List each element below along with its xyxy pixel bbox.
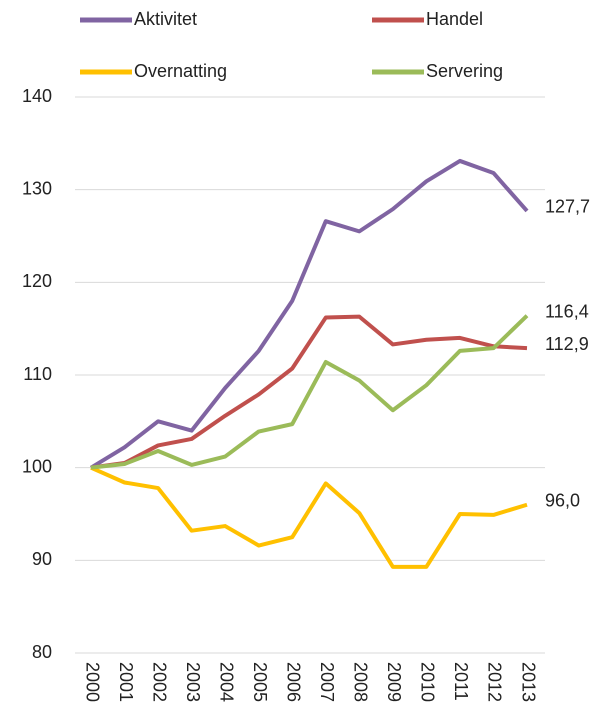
y-tick-label: 140	[22, 86, 52, 106]
x-tick-label: 2010	[418, 662, 438, 702]
x-tick-label: 2006	[283, 662, 303, 702]
x-tick-label: 2004	[216, 662, 236, 702]
legend-label: Overnatting	[134, 61, 227, 81]
x-tick-label: 2012	[485, 662, 505, 702]
y-tick-label: 110	[23, 364, 52, 384]
series-line	[90, 465, 528, 569]
x-tick-label: 2000	[82, 662, 102, 702]
y-tick-label: 120	[22, 271, 52, 291]
x-tick-label: 2005	[250, 662, 270, 702]
y-tick-label: 80	[32, 642, 52, 662]
x-tick-label: 2008	[351, 662, 371, 702]
series-line	[90, 314, 528, 470]
y-tick-label: 130	[22, 178, 52, 198]
data-label: 96,0	[545, 490, 580, 510]
x-tick-label: 2011	[451, 662, 471, 701]
legend-label: Handel	[426, 9, 483, 29]
x-tick-label: 2007	[317, 662, 337, 702]
x-tick-label: 2009	[384, 662, 404, 702]
data-label: 127,7	[545, 197, 590, 217]
legend-label: Aktivitet	[134, 9, 197, 29]
series-line	[90, 314, 529, 470]
data-label: 116,4	[545, 301, 589, 321]
x-tick-label: 2003	[183, 662, 203, 702]
legend-label: Servering	[426, 61, 503, 81]
y-tick-label: 100	[22, 456, 52, 476]
x-tick-label: 2002	[149, 662, 169, 702]
series-line	[89, 158, 529, 470]
x-tick-label: 2013	[518, 662, 538, 702]
data-label: 112,9	[545, 334, 589, 354]
y-tick-label: 90	[32, 549, 52, 569]
x-tick-label: 2001	[116, 662, 136, 702]
